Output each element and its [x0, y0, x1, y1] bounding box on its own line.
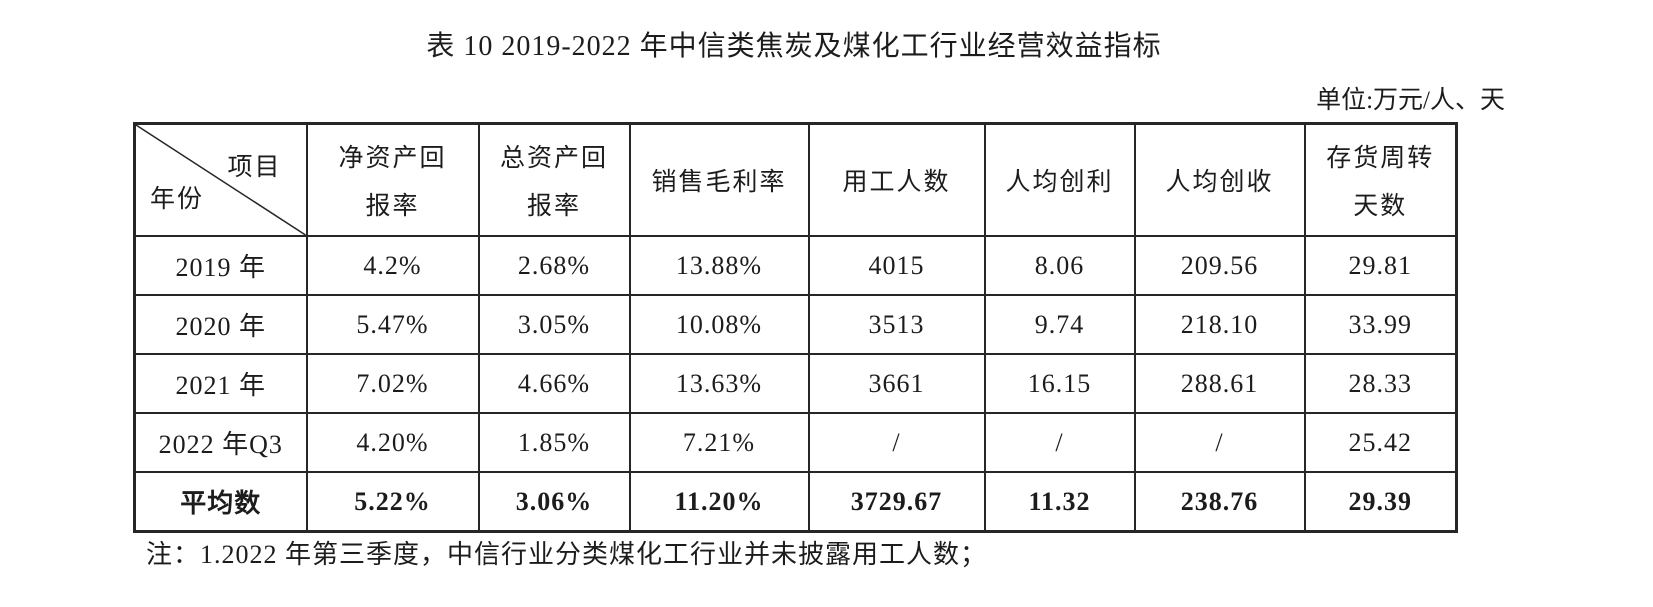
unit-label: 单位:万元/人、天	[1316, 87, 1505, 114]
table-cell: 4.66%	[477, 353, 631, 414]
table-row-2020: 2020 年 5.47% 3.05% 10.08% 3513 9.74 218.…	[133, 294, 1458, 355]
header-line: 存货周转	[1326, 144, 1435, 172]
table-cell: 3.06%	[477, 471, 631, 533]
efficiency-indicators-table: 项目 年份 净资产回 报率 总资产回 报率 销售毛利率	[133, 122, 1458, 533]
table-cell: /	[1133, 412, 1306, 473]
table-cell: 218.10	[1133, 294, 1306, 355]
table-cell: 3661	[807, 353, 986, 414]
corner-header-cell: 项目 年份	[133, 122, 308, 237]
header-line: 销售毛利率	[651, 169, 787, 196]
table-cell: 13.63%	[628, 353, 810, 414]
table-cell: 5.22%	[305, 471, 480, 533]
table-cell: 11.32	[983, 471, 1136, 533]
table-cell: 8.06	[983, 235, 1136, 296]
table-row-2021: 2021 年 7.02% 4.66% 13.63% 3661 16.15 288…	[133, 353, 1458, 414]
corner-label-item: 项目	[227, 154, 282, 181]
table-cell: 3513	[807, 294, 986, 355]
table-cell: 4015	[807, 235, 986, 296]
row-label: 平均数	[133, 471, 308, 533]
header-line: 人均创利	[1005, 169, 1114, 196]
table-cell: 7.02%	[305, 353, 480, 414]
table-row-2019: 2019 年 4.2% 2.68% 13.88% 4015 8.06 209.5…	[133, 235, 1458, 296]
table-cell: 3.05%	[477, 294, 631, 355]
row-label: 2019 年	[133, 235, 308, 296]
table-title: 表 10 2019-2022 年中信类焦炭及煤化工行业经营效益指标	[426, 31, 1162, 62]
table-cell: 10.08%	[628, 294, 810, 355]
corner-label-year: 年份	[150, 186, 205, 213]
column-header-inventory-turnover-days: 存货周转 天数	[1303, 122, 1458, 237]
table-cell: 288.61	[1133, 353, 1306, 414]
table-cell: 13.88%	[628, 235, 810, 296]
header-line: 用工人数	[842, 169, 951, 196]
table-cell: 1.85%	[477, 412, 631, 473]
table-cell: 9.74	[983, 294, 1136, 355]
table-cell: 33.99	[1303, 294, 1458, 355]
table-cell: /	[807, 412, 986, 473]
header-line: 总资产回	[499, 144, 608, 172]
header-line: 净资产回	[338, 144, 447, 172]
header-line: 报率	[365, 193, 420, 221]
table-cell: 4.20%	[305, 412, 480, 473]
table-cell: 3729.67	[807, 471, 986, 533]
column-header-revenue-per-capita: 人均创收	[1133, 122, 1306, 237]
table-cell: 2.68%	[477, 235, 631, 296]
header-line: 人均创收	[1165, 169, 1274, 196]
table-cell: 209.56	[1133, 235, 1306, 296]
table-cell: 29.81	[1303, 235, 1458, 296]
row-label: 2020 年	[133, 294, 308, 355]
column-header-gross-margin: 销售毛利率	[628, 122, 810, 237]
table-row-2022q3: 2022 年Q3 4.20% 1.85% 7.21% / / / 25.42	[133, 412, 1458, 473]
table-cell: 5.47%	[305, 294, 480, 355]
table-cell: 238.76	[1133, 471, 1306, 533]
table-cell: 11.20%	[628, 471, 810, 533]
column-header-employees: 用工人数	[807, 122, 986, 237]
header-line: 报率	[526, 193, 581, 221]
table-cell: /	[983, 412, 1136, 473]
table-cell: 7.21%	[628, 412, 810, 473]
table-cell: 28.33	[1303, 353, 1458, 414]
row-label: 2022 年Q3	[133, 412, 308, 473]
table-cell: 25.42	[1303, 412, 1458, 473]
header-line: 天数	[1353, 193, 1408, 221]
footnote: 注：1.2022 年第三季度，中信行业分类煤化工行业并未披露用工人数；	[146, 540, 988, 569]
row-label: 2021 年	[133, 353, 308, 414]
header-row: 项目 年份 净资产回 报率 总资产回 报率 销售毛利率	[133, 122, 1458, 237]
table-row-average: 平均数 5.22% 3.06% 11.20% 3729.67 11.32 238…	[133, 471, 1458, 533]
column-header-profit-per-capita: 人均创利	[983, 122, 1136, 237]
table-cell: 29.39	[1303, 471, 1458, 533]
column-header-roa: 总资产回 报率	[477, 122, 631, 237]
table-cell: 4.2%	[305, 235, 480, 296]
diagonal-divider-line	[136, 125, 306, 235]
table-cell: 16.15	[983, 353, 1136, 414]
column-header-roe: 净资产回 报率	[305, 122, 480, 237]
